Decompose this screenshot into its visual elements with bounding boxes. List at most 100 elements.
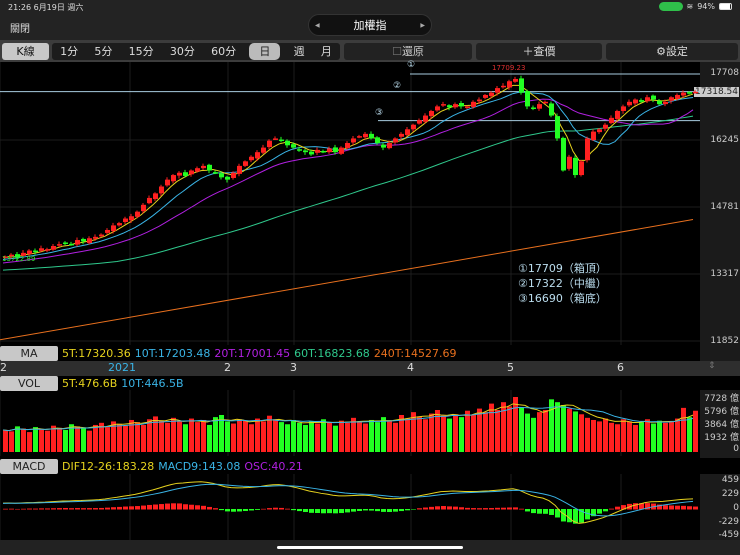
- checkbox-icon[interactable]: ☐: [392, 45, 402, 58]
- osc-bar: [3, 508, 8, 510]
- osc-bar: [357, 509, 362, 511]
- volume-bar: [255, 418, 260, 452]
- ma-button[interactable]: MA: [0, 346, 58, 361]
- candle-body: [345, 143, 350, 149]
- volume-bar: [303, 424, 308, 452]
- osc-bar: [9, 508, 14, 510]
- candle-body: [321, 150, 326, 153]
- volume-bar: [69, 424, 74, 452]
- macd-tick: 0: [733, 503, 739, 513]
- candle-body: [117, 223, 122, 226]
- volume-bar: [555, 402, 560, 452]
- tab-week[interactable]: 週: [293, 45, 305, 58]
- volume-chart[interactable]: [0, 390, 700, 456]
- candle-body: [171, 175, 176, 182]
- candle-body: [3, 256, 8, 258]
- quote-button[interactable]: ＋查價: [476, 43, 602, 60]
- osc-bar: [579, 509, 584, 523]
- candle-body: [297, 149, 302, 151]
- candle-body: [483, 94, 488, 98]
- restore-button[interactable]: ☐還原: [344, 43, 472, 60]
- quote-label: 查價: [533, 45, 556, 58]
- volume-bar: [465, 410, 470, 452]
- volume-bar: [219, 414, 224, 452]
- prev-arrow-icon[interactable]: ◀: [315, 22, 320, 29]
- candle-body: [327, 148, 332, 153]
- osc-bar: [561, 509, 566, 522]
- osc-bar: [321, 509, 326, 514]
- volume-bar: [417, 416, 422, 452]
- osc-bar: [459, 507, 464, 510]
- macd-dif: DIF12-26:183.28: [62, 460, 155, 473]
- osc-bar: [501, 507, 506, 510]
- candle-body: [33, 250, 38, 253]
- volume-bar: [213, 417, 218, 452]
- volume-bar: [615, 424, 620, 452]
- volume-bar: [165, 422, 170, 452]
- osc-bar: [237, 509, 242, 512]
- phone-call-icon[interactable]: [658, 2, 683, 11]
- osc-bar: [693, 506, 698, 510]
- vol-button[interactable]: VOL: [0, 376, 58, 391]
- candle-body: [615, 110, 620, 119]
- volume-bar: [147, 419, 152, 452]
- candle-body: [15, 254, 20, 258]
- volume-bar: [669, 421, 674, 452]
- vol-tick: 0: [733, 444, 739, 454]
- candle-body: [657, 100, 662, 105]
- settings-label: 設定: [665, 45, 688, 58]
- candle-body: [357, 136, 362, 138]
- price-tick: 11852: [710, 336, 739, 346]
- tab-30min[interactable]: 30分: [169, 45, 195, 58]
- settings-button[interactable]: ⚙設定: [606, 43, 738, 60]
- macd-button[interactable]: MACD: [0, 459, 58, 474]
- symbol-selector[interactable]: ◀ 加權指 ▶: [308, 14, 432, 36]
- candle-body: [453, 104, 458, 108]
- candle-body: [273, 138, 278, 140]
- osc-bar: [27, 508, 32, 510]
- candle-body: [531, 107, 536, 110]
- price-tick: 16245: [710, 135, 739, 145]
- candle-body: [87, 238, 92, 244]
- osc-bar: [429, 506, 434, 510]
- volume-bar: [411, 412, 416, 452]
- candlestick-chart[interactable]: [0, 62, 700, 345]
- osc-bar: [219, 509, 224, 511]
- kline-button[interactable]: K線: [2, 43, 49, 60]
- tab-60min[interactable]: 60分: [211, 45, 237, 58]
- macd-chart[interactable]: [0, 474, 700, 540]
- candle-body: [639, 100, 644, 102]
- gear-icon: ⚙: [656, 45, 666, 58]
- volume-bar: [75, 426, 80, 452]
- osc-bar: [243, 509, 248, 512]
- candle-body: [153, 193, 158, 200]
- ma60-value: 60T:16823.68: [294, 347, 370, 360]
- volume-bar: [129, 419, 134, 452]
- tab-15min[interactable]: 15分: [128, 45, 154, 58]
- close-button[interactable]: 關閉: [10, 24, 30, 35]
- osc-bar: [669, 505, 674, 510]
- tab-5min[interactable]: 5分: [94, 45, 113, 58]
- candle-body: [375, 137, 380, 144]
- signal-line: [2, 483, 694, 517]
- time-axis[interactable]: 2 2021 2 3 4 5 6 ⇕: [0, 361, 740, 376]
- candle-body: [339, 147, 344, 154]
- tab-day[interactable]: 日: [249, 43, 281, 60]
- tab-month[interactable]: 月: [320, 45, 332, 58]
- candle-body: [315, 149, 320, 153]
- next-arrow-icon[interactable]: ▶: [420, 22, 425, 29]
- tab-1min[interactable]: 1分: [60, 45, 79, 58]
- osc-bar: [177, 503, 182, 510]
- home-indicator[interactable]: [277, 546, 463, 549]
- osc-bar: [405, 509, 410, 511]
- volume-bar: [231, 423, 236, 452]
- osc-bar: [195, 505, 200, 510]
- x-tick: 5: [507, 361, 514, 374]
- volume-bar: [207, 424, 212, 452]
- resize-handle-icon[interactable]: ⇕: [708, 361, 716, 371]
- macd-axis: 459 229 0 -229 -459: [700, 474, 740, 540]
- candle-body: [195, 168, 200, 172]
- ma240-line: [0, 219, 694, 341]
- volume-bar: [525, 413, 530, 452]
- volume-bar: [549, 399, 554, 452]
